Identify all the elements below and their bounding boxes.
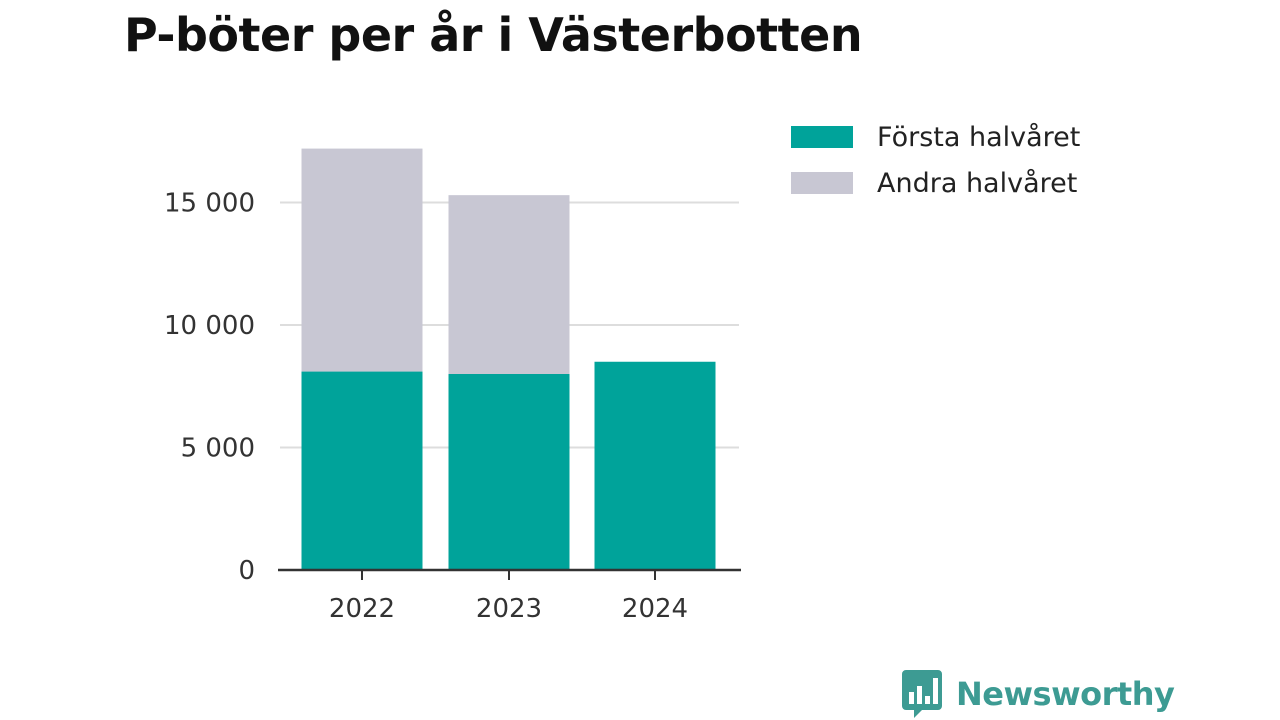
- legend-label-first-half: Första halvåret: [877, 121, 1081, 153]
- y-tick-label: 15 000: [164, 189, 255, 219]
- legend-item-second-half: Andra halvåret: [791, 160, 1080, 206]
- y-tick-label: 0: [238, 556, 255, 586]
- bar-2024-series-0: [594, 361, 716, 570]
- bar-2023-series-0: [448, 374, 570, 570]
- chart-title: P-böter per år i Västerbotten: [124, 8, 863, 62]
- brand-logo: Newsworthy: [902, 670, 1175, 718]
- legend-swatch-first-half: [791, 126, 853, 148]
- bar-2023-series-1: [448, 195, 570, 374]
- x-tick-label: 2024: [622, 594, 688, 624]
- bar-chart-speech-bubble-icon: [902, 670, 942, 718]
- bar-2022-series-0: [301, 371, 423, 570]
- x-tick-label: 2023: [476, 594, 542, 624]
- y-tick-label: 10 000: [164, 311, 255, 341]
- legend-swatch-second-half: [791, 172, 853, 194]
- x-tick-label: 2022: [329, 594, 395, 624]
- brand-name: Newsworthy: [956, 675, 1175, 713]
- legend-item-first-half: Första halvåret: [791, 114, 1080, 160]
- legend: Första halvåret Andra halvåret: [791, 114, 1080, 206]
- legend-label-second-half: Andra halvåret: [877, 167, 1078, 199]
- y-tick-label: 5 000: [181, 434, 255, 464]
- bar-2022-series-1: [301, 148, 423, 372]
